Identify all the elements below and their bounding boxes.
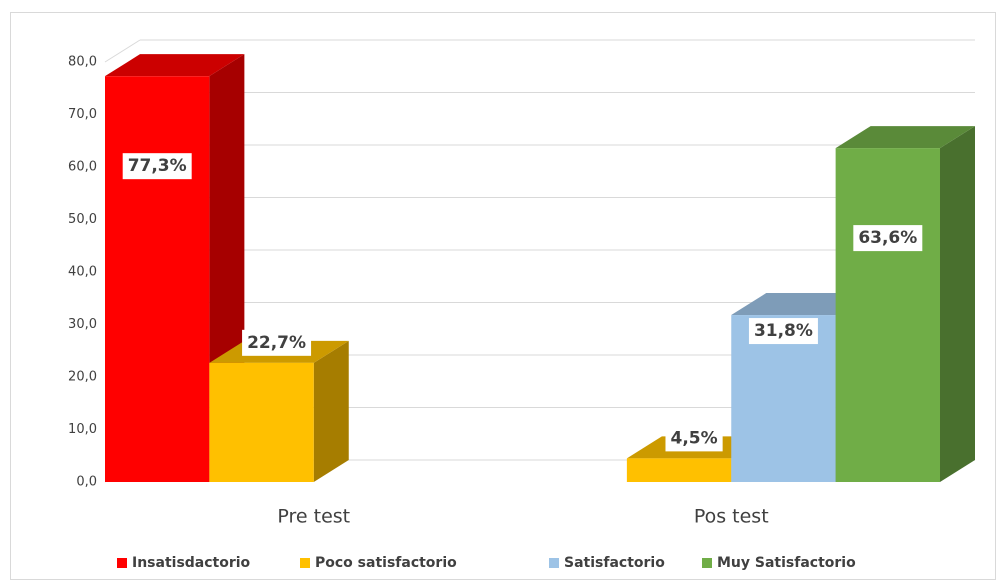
bar-front <box>626 458 732 482</box>
legend-swatch <box>300 558 310 568</box>
legend-swatch <box>702 558 712 568</box>
y-tick-label: 0,0 <box>76 475 97 490</box>
wall-edge <box>104 39 141 63</box>
data-label: 63,6% <box>858 228 917 248</box>
legend-swatch <box>549 558 559 568</box>
x-tick-label: Pos test <box>694 506 769 528</box>
y-tick-label: 10,0 <box>68 422 97 437</box>
bar-front <box>105 76 210 483</box>
data-label: 22,7% <box>247 333 306 353</box>
y-tick-label: 30,0 <box>68 317 97 332</box>
y-tick-label: 50,0 <box>68 212 97 227</box>
y-tick-label: 40,0 <box>68 265 97 280</box>
label-bg <box>242 329 312 356</box>
bar <box>209 340 349 482</box>
y-tick-label: 60,0 <box>68 160 97 175</box>
data-label-box: 63,6% <box>853 225 923 252</box>
data-label-box: 31,8% <box>748 318 818 345</box>
legend-swatch <box>117 558 127 568</box>
bar-front <box>209 362 314 482</box>
data-label-box: 22,7% <box>242 329 312 356</box>
label-bg <box>748 318 818 345</box>
bar-front <box>835 148 940 482</box>
bar <box>835 126 975 482</box>
legend-label: Insatisdactorio <box>132 555 251 571</box>
y-tick-label: 80,0 <box>68 55 97 70</box>
data-label-box: 77,3% <box>122 153 192 180</box>
bar-side <box>313 340 349 482</box>
bar-side <box>940 126 975 482</box>
bar-top <box>105 54 245 77</box>
label-bg <box>665 425 723 452</box>
x-tick-label: Pre test <box>277 506 350 528</box>
data-label: 77,3% <box>128 156 187 176</box>
data-label-box: 4,5% <box>665 425 723 452</box>
y-tick-label: 20,0 <box>68 370 97 385</box>
label-bg <box>853 225 923 252</box>
y-tick-label: 70,0 <box>68 107 97 122</box>
data-label: 31,8% <box>754 321 813 341</box>
legend-label: Satisfactorio <box>564 555 665 571</box>
legend-label: Poco satisfactorio <box>315 555 457 571</box>
data-label: 4,5% <box>670 428 717 448</box>
legend-label: Muy Satisfactorio <box>717 555 856 571</box>
bar-top <box>835 126 975 149</box>
label-bg <box>122 153 192 180</box>
